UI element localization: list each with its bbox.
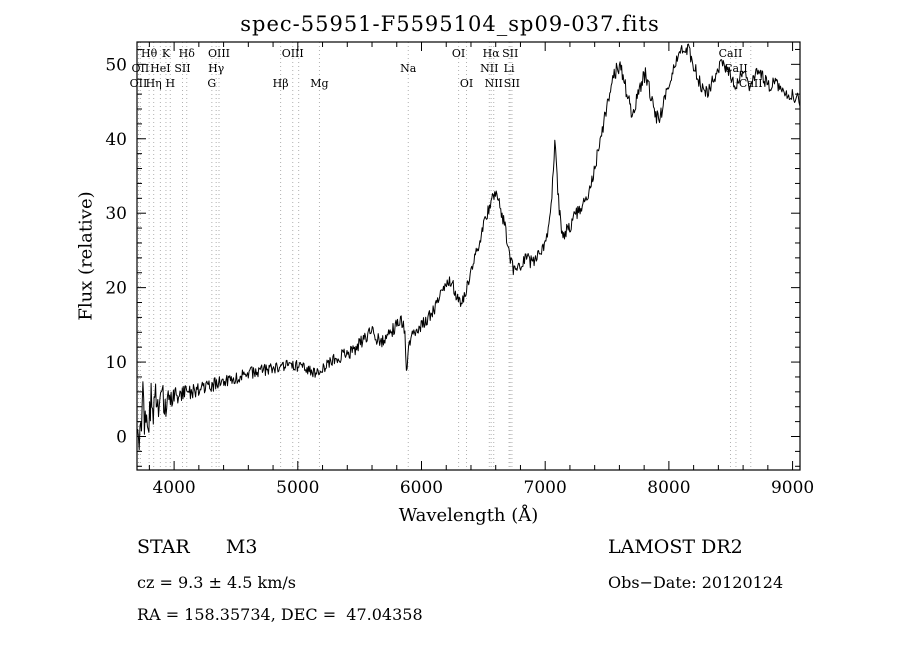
spectrum-trace <box>137 43 800 451</box>
x-axis-label: Wavelength (Å) <box>398 505 539 526</box>
x-tick-label: 7000 <box>524 478 567 498</box>
obs-date-text: Obs−Date: 20120124 <box>608 573 784 592</box>
survey-text: LAMOST DR2 <box>608 536 743 558</box>
y-axis-label: Flux (relative) <box>75 191 97 321</box>
spectral-line-label: K <box>162 47 171 60</box>
spectral-line-label: Mg <box>310 77 328 90</box>
spectral-line-label: NII <box>485 77 503 90</box>
spectral-line-label: OII <box>130 77 148 90</box>
spectral-line-label: Hα <box>483 47 501 60</box>
spectral-line-label: OIII <box>208 47 230 60</box>
y-tick-label: 50 <box>105 55 127 75</box>
spectral-line-label: G <box>207 77 216 90</box>
star-type-text: STAR M3 <box>137 536 258 558</box>
spectral-line-label: Hβ <box>273 77 289 90</box>
spectral-line-label: OIII <box>282 47 304 60</box>
spectral-line-label: Hθ <box>141 47 158 60</box>
y-tick-label: 30 <box>105 204 127 224</box>
y-tick-label: 10 <box>105 353 127 373</box>
spectral-line-label: OI <box>452 47 465 60</box>
x-tick-label: 9000 <box>771 478 814 498</box>
y-tick-label: 0 <box>116 428 127 448</box>
spectral-line-label: HeI <box>150 62 170 75</box>
y-tick-label: 20 <box>105 279 127 299</box>
spectral-line-label: SII <box>174 62 190 75</box>
spectral-line-label: CaII <box>719 47 743 60</box>
spectral-line-label: Na <box>400 62 417 75</box>
x-tick-label: 5000 <box>276 478 319 498</box>
coords-text: RA = 158.35734, DEC = 47.04358 <box>137 605 423 624</box>
spectral-line-label: Hη <box>146 77 162 90</box>
x-tick-label: 4000 <box>152 478 195 498</box>
spectral-line-label: SII <box>502 47 518 60</box>
spectral-line-label: NII <box>480 62 498 75</box>
spectral-line-label: OII <box>131 62 149 75</box>
spectral-line-label: H <box>165 77 175 90</box>
spectral-line-label: Hδ <box>179 47 196 60</box>
plot-frame <box>136 41 801 471</box>
spectral-line-label: OI <box>460 77 473 90</box>
spectral-line-label: SII <box>504 77 520 90</box>
cz-text: cz = 9.3 ± 4.5 km/s <box>137 573 296 592</box>
plot-title: spec-55951-F5595104_sp09-037.fits <box>240 12 660 36</box>
spectral-line-label: Hγ <box>208 62 225 75</box>
x-tick-label: 6000 <box>400 478 443 498</box>
y-tick-label: 40 <box>105 130 127 150</box>
x-tick-label: 8000 <box>647 478 690 498</box>
spectral-line-label: Li <box>504 62 515 75</box>
